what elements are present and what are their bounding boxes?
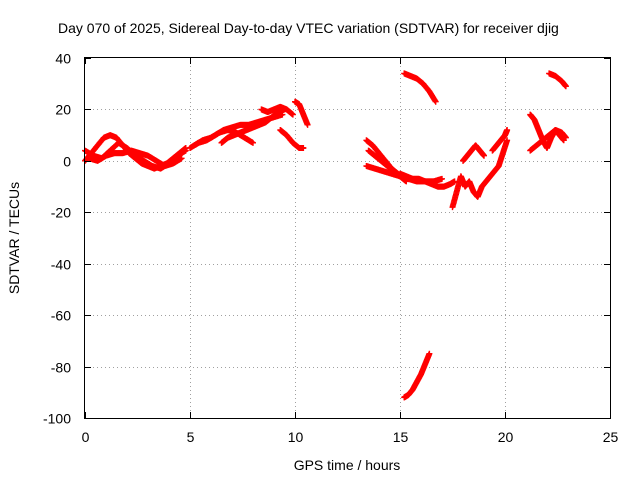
series-arc-n [397,170,458,190]
data-point [426,350,433,357]
series-arc-f [218,106,288,146]
y-axis-label: SDTVAR / TECUs [6,182,22,294]
x-tick-label: 0 [82,429,90,445]
x-tick-label: 20 [498,429,514,445]
x-tick-label: 10 [288,429,304,445]
series-arc-t [527,127,569,154]
series-arc-h [277,127,307,151]
data-point [439,175,445,182]
data-point [300,145,307,151]
series-arc-r [489,127,511,154]
x-tick-label: 15 [393,429,409,445]
data-marks [82,70,569,401]
data-point [178,155,185,162]
series-arc-m [401,70,439,105]
data-point [304,121,311,128]
data-point [250,139,256,146]
series-arc-u [546,70,569,90]
plot-frame [84,57,611,419]
chart-title: Day 070 of 2025, Sidereal Day-to-day VTE… [58,20,559,36]
series-arc-c [86,147,185,169]
y-tick-label: 20 [55,102,71,118]
y-tick-label: -20 [51,205,71,221]
data-point [289,111,296,118]
data-point [432,98,439,105]
series-arc-g [258,103,296,118]
series-arc-i [292,98,311,128]
y-tick-label: 0 [63,154,71,170]
x-axis-label: GPS time / hours [294,457,401,473]
data-point [562,83,569,90]
y-tick-labels: 40 20 0 -20 -40 -60 -80 -100 [43,51,71,427]
y-tick-label: 40 [55,51,71,67]
data-point [504,127,511,133]
x-tick-label: 25 [603,429,619,445]
y-tick-label: -100 [43,411,71,427]
y-tick-label: -40 [51,257,71,273]
y-tick-label: -80 [51,360,71,376]
series-arc-o [401,350,433,401]
data-point [562,134,569,141]
x-tick-labels: 0 5 10 15 20 25 [82,429,619,445]
data-point [182,147,189,154]
data-point [481,152,487,159]
axis-ticks [85,58,611,419]
series-arc-p [449,137,511,211]
x-tick-label: 5 [187,429,195,445]
y-tick-label: -60 [51,308,71,324]
series-arc-q [460,142,487,164]
grid [85,58,610,418]
data-point [504,137,511,144]
